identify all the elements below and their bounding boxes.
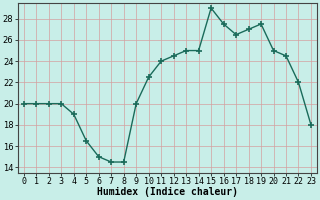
X-axis label: Humidex (Indice chaleur): Humidex (Indice chaleur) bbox=[97, 187, 238, 197]
